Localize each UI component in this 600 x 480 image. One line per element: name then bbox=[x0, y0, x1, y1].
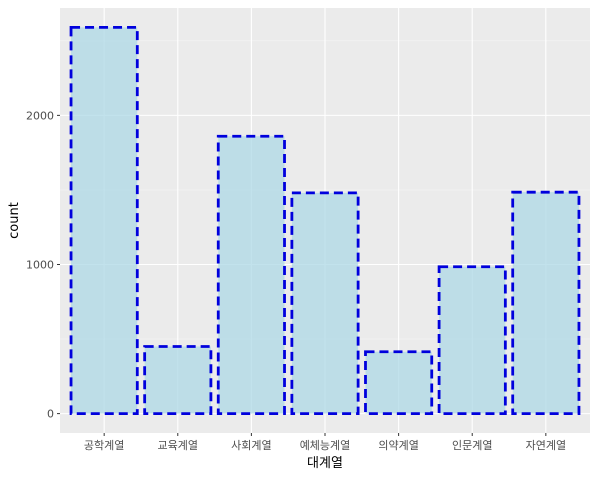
y-tick-label: 0 bbox=[47, 408, 54, 421]
bar bbox=[216, 134, 286, 416]
bar bbox=[69, 25, 139, 416]
bars bbox=[69, 25, 581, 416]
bar bbox=[290, 191, 360, 416]
bar bbox=[511, 190, 581, 416]
x-axis-title: 대계열 bbox=[307, 456, 343, 471]
x-tick-label: 예체능계열 bbox=[300, 439, 351, 452]
bar bbox=[364, 350, 434, 416]
x-tick-label: 사회계열 bbox=[231, 439, 271, 452]
x-tick-label: 인문계열 bbox=[452, 439, 492, 452]
y-axis-ticks: 0 1000 2000 bbox=[26, 109, 60, 421]
y-axis-title: count bbox=[7, 202, 22, 239]
x-tick-label: 교육계열 bbox=[158, 439, 198, 452]
bar bbox=[143, 345, 213, 416]
y-tick-label: 1000 bbox=[26, 258, 54, 271]
x-axis-ticks: 공학계열 교육계열 사회계열 예체능계열 의약계열 인문계열 자연계열 bbox=[84, 433, 566, 452]
x-tick-label: 공학계열 bbox=[84, 439, 124, 452]
y-tick-label: 2000 bbox=[26, 109, 54, 122]
x-tick-label: 의약계열 bbox=[378, 438, 418, 452]
bar bbox=[437, 265, 507, 416]
x-tick-label: 자연계열 bbox=[526, 439, 566, 452]
